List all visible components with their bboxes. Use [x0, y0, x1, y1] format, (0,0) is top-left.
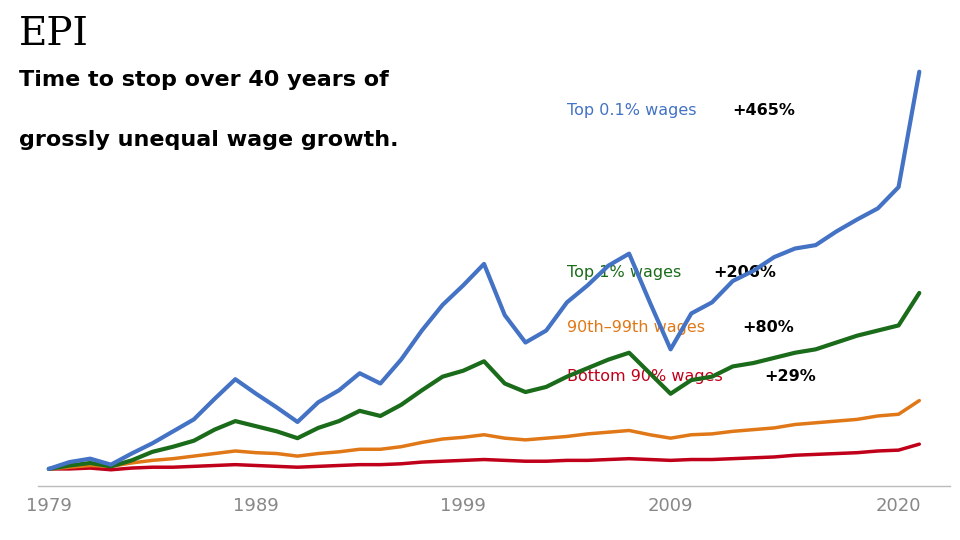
Text: Top 0.1% wages: Top 0.1% wages — [567, 103, 702, 118]
Text: Top 1% wages: Top 1% wages — [567, 265, 686, 280]
Text: +29%: +29% — [764, 369, 816, 384]
Text: 90th–99th wages: 90th–99th wages — [567, 320, 710, 335]
Text: Bottom 90% wages: Bottom 90% wages — [567, 369, 728, 384]
Text: +206%: +206% — [713, 265, 776, 280]
Text: EPI: EPI — [19, 16, 89, 53]
Text: Time to stop over 40 years of: Time to stop over 40 years of — [19, 70, 389, 90]
Text: +80%: +80% — [742, 320, 794, 335]
Text: grossly unequal wage growth.: grossly unequal wage growth. — [19, 130, 398, 150]
Text: +465%: +465% — [732, 103, 795, 118]
